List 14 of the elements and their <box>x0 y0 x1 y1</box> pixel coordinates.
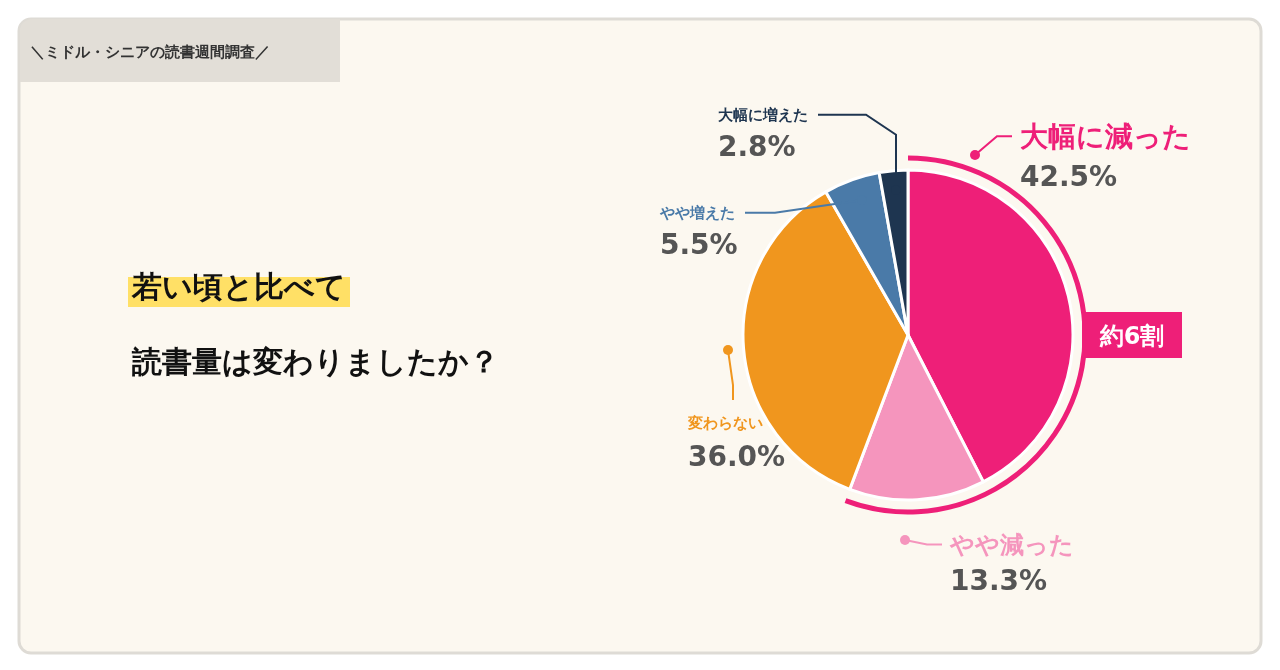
slice-label: 大幅に増えた <box>718 106 808 124</box>
slice-label: やや増えた <box>659 204 735 222</box>
text: 約6割 <box>1098 322 1165 350</box>
text: 若い頃と比べて <box>131 269 346 304</box>
text: ＼ミドル・シニアの読書週間調査／ <box>30 43 270 61</box>
legend-label: やや減った <box>949 531 1074 559</box>
data-label: 2.8% <box>718 130 796 163</box>
text: 読書量は変わりましたか？ <box>131 344 499 379</box>
data-label: 13.3% <box>950 564 1048 597</box>
slice-label: 変わらない <box>687 414 763 432</box>
data-label: 42.5% <box>1020 160 1118 193</box>
legend-label: 大幅に減った <box>1020 120 1191 153</box>
data-label: 36.0% <box>688 440 786 473</box>
data-label: 5.5% <box>660 228 738 261</box>
